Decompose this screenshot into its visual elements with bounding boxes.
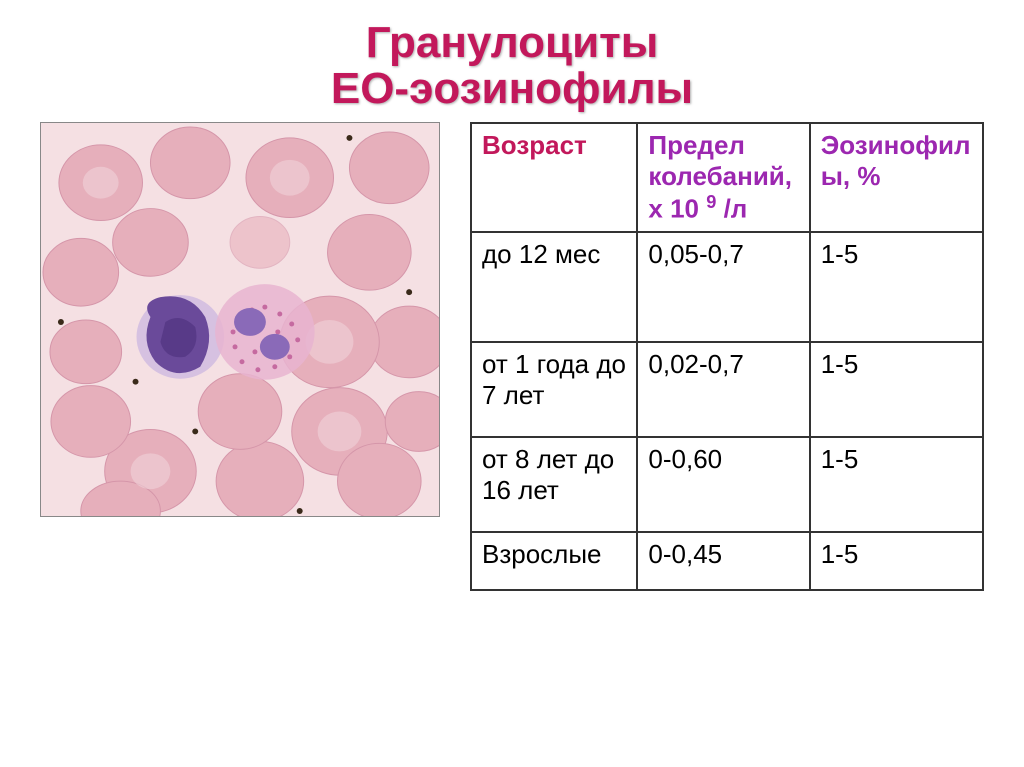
microscopy-svg [40,122,440,517]
table-header-row: Возраст Предел колебаний, х 10 9 /л Эози… [471,123,983,232]
table-row: Взрослые 0-0,45 1-5 [471,532,983,590]
table-body: до 12 мес 0,05-0,7 1-5 от 1 года до 7 ле… [471,232,983,590]
cell-range: 0,02-0,7 [637,342,809,437]
table-row: до 12 мес 0,05-0,7 1-5 [471,232,983,342]
cell-age: Взрослые [471,532,637,590]
cell-pct: 1-5 [810,437,983,532]
cell-pct: 1-5 [810,342,983,437]
title-line-1: Гранулоциты [40,20,984,66]
content-row: Возраст Предел колебаний, х 10 9 /л Эози… [40,122,984,591]
cell-age: от 1 года до 7 лет [471,342,637,437]
cell-range: 0-0,60 [637,437,809,532]
table-row: от 8 лет до 16 лет 0-0,60 1-5 [471,437,983,532]
cell-age: от 8 лет до 16 лет [471,437,637,532]
col-pct-header: Эозинофил ы, % [810,123,983,232]
cell-pct: 1-5 [810,532,983,590]
cell-range: 0-0,45 [637,532,809,590]
slide-container: Гранулоциты ЕО-эозинофилы [0,0,1024,767]
col-age-header: Возраст [471,123,637,232]
cell-pct: 1-5 [810,232,983,342]
table-header: Возраст Предел колебаний, х 10 9 /л Эози… [471,123,983,232]
reference-table: Возраст Предел колебаний, х 10 9 /л Эози… [470,122,984,591]
microscopy-image [40,122,440,522]
table-row: от 1 года до 7 лет 0,02-0,7 1-5 [471,342,983,437]
cell-age: до 12 мес [471,232,637,342]
col-range-header: Предел колебаний, х 10 9 /л [637,123,809,232]
cell-range: 0,05-0,7 [637,232,809,342]
title-line-2: ЕО-эозинофилы [40,66,984,112]
slide-title: Гранулоциты ЕО-эозинофилы [40,20,984,112]
